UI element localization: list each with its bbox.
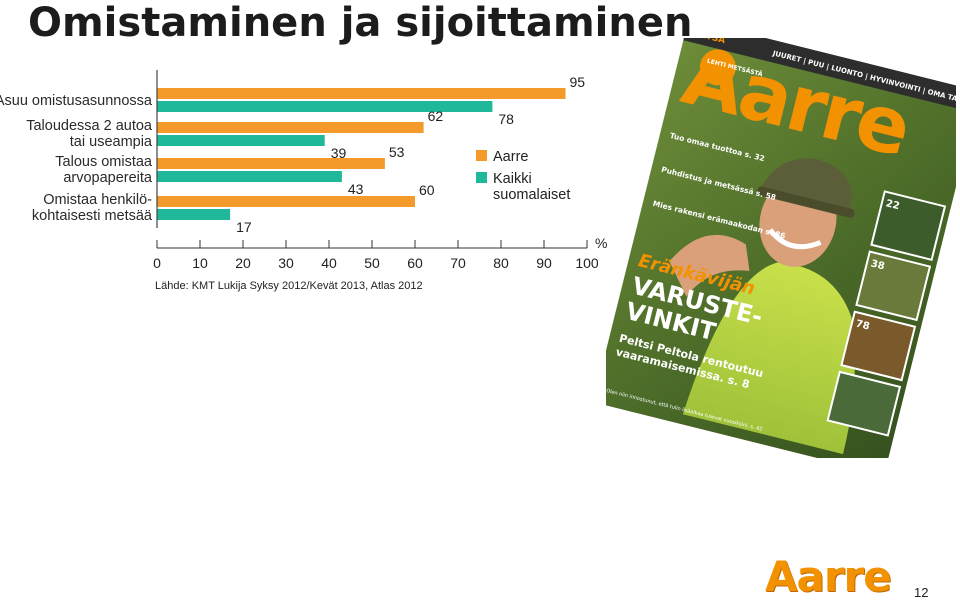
bar-aarre <box>157 196 415 207</box>
bar-kaikki <box>157 135 325 146</box>
category-label: tai useampia <box>70 134 153 150</box>
x-axis: 0 10 20 30 40 50 60 70 80 90 100% <box>153 70 607 271</box>
bar-kaikki <box>157 101 493 112</box>
x-tick-label: 30 <box>278 255 294 271</box>
svg-text:38: 38 <box>870 258 886 272</box>
value-labels: 95 62 53 60 78 39 43 17 <box>236 74 585 235</box>
page-number: 12 <box>914 585 929 600</box>
category-label: Omistaa henkilö- <box>43 192 152 208</box>
bar-aarre <box>157 158 385 169</box>
legend-label: Kaikki <box>493 171 532 187</box>
value-label: 39 <box>331 145 347 161</box>
legend-label: suomalaiset <box>493 187 570 203</box>
x-tick-label: 90 <box>536 255 552 271</box>
value-label: 62 <box>428 108 444 124</box>
bar-aarre <box>157 122 424 133</box>
bar-chart: Asuu omistusasunnossa Taloudessa 2 autoat… <box>0 70 607 271</box>
aarre-logo: Aarre <box>765 552 892 601</box>
legend-label: Aarre <box>493 149 528 165</box>
source-note: Lähde: KMT Lukija Syksy 2012/Kevät 2013,… <box>155 280 423 292</box>
x-tick-label: 70 <box>450 255 466 271</box>
category-label: Talous omistaa <box>55 154 153 170</box>
category-label: kohtaisesti metsää <box>32 208 153 224</box>
value-label: 60 <box>419 182 435 198</box>
bar-aarre <box>157 88 566 99</box>
category-label: Asuu omistusasunnossa <box>0 93 153 109</box>
legend-swatch <box>476 150 487 161</box>
svg-text:78: 78 <box>855 319 871 333</box>
x-tick-label: 10 <box>192 255 208 271</box>
x-tick-label: 40 <box>321 255 337 271</box>
unit-label: % <box>595 235 607 251</box>
value-label: 53 <box>389 144 405 160</box>
x-tick-label: 100 <box>575 255 599 271</box>
bars <box>157 88 566 220</box>
x-tick-label: 20 <box>235 255 251 271</box>
bar-kaikki <box>157 171 342 182</box>
x-tick-label: 60 <box>407 255 423 271</box>
value-label: 43 <box>348 181 364 197</box>
legend-swatch <box>476 172 487 183</box>
magazine-cover-image: METSÄ JUURET | PUU | LUONTO | HYVINVOINT… <box>606 38 956 458</box>
category-label: Taloudessa 2 autoa <box>26 118 153 134</box>
x-tick-label: 50 <box>364 255 380 271</box>
page-title: Omistaminen ja sijoittaminen <box>28 0 693 46</box>
x-tick-label: 0 <box>153 255 161 271</box>
category-label: arvopapereita <box>63 170 153 186</box>
value-label: 17 <box>236 219 252 235</box>
bar-kaikki <box>157 209 231 220</box>
svg-text:22: 22 <box>885 198 901 212</box>
value-label: 95 <box>570 74 586 90</box>
category-labels: Asuu omistusasunnossa Taloudessa 2 autoat… <box>0 93 153 224</box>
x-tick-label: 80 <box>493 255 509 271</box>
cover-top-label: METSÄ <box>690 38 726 46</box>
value-label: 78 <box>498 111 514 127</box>
